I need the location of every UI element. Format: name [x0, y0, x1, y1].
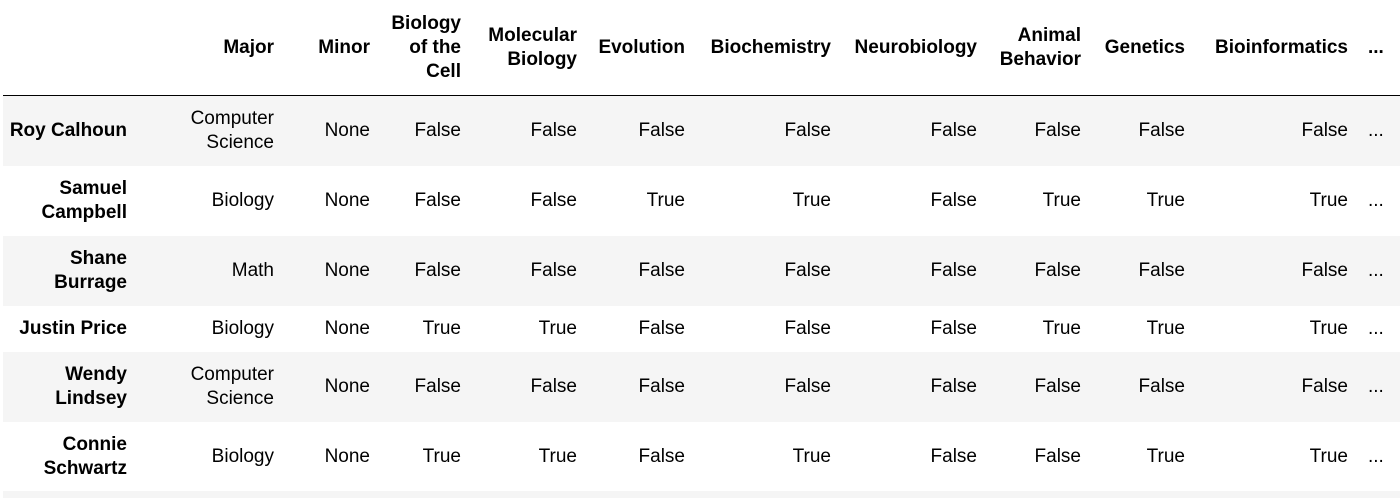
- column-header-major: Major: [137, 0, 284, 96]
- table-cell: None: [324, 445, 370, 467]
- table-cell: False: [1034, 259, 1081, 281]
- table-row: Wendy Lindsey Computer Science None Fals…: [3, 351, 1400, 422]
- table-row: Roy Calhoun Computer Science None False …: [3, 95, 1400, 166]
- table-cell: Biology: [211, 445, 274, 467]
- column-header-bioinformatics: Bioinformatics: [1195, 0, 1358, 96]
- table-cell-truncated: ...: [1368, 445, 1384, 467]
- table-cell: None: [324, 189, 370, 211]
- table-cell: False: [1301, 119, 1348, 141]
- column-header-molecular-biology: Molecular Biology: [471, 0, 587, 96]
- table-cell: False: [930, 445, 977, 467]
- table-cell: Computer Science: [190, 363, 274, 409]
- table-cell: False: [638, 259, 685, 281]
- column-header-truncated: ...: [1358, 0, 1400, 96]
- table-row: Justin Price Biology None True True Fals…: [3, 306, 1400, 352]
- table-cell: False: [414, 375, 461, 397]
- table-cell: False: [530, 259, 577, 281]
- table-cell: False: [784, 119, 831, 141]
- table-cell-truncated: ...: [1368, 317, 1384, 339]
- table-cell: True: [1146, 317, 1185, 339]
- table-cell: True: [792, 445, 831, 467]
- table-cell: True: [646, 189, 685, 211]
- table-cell: False: [1034, 375, 1081, 397]
- table-cell: True: [1309, 445, 1348, 467]
- table-cell: True: [422, 317, 461, 339]
- table-cell: None: [324, 259, 370, 281]
- table-cell: True: [792, 189, 831, 211]
- table-cell: False: [530, 119, 577, 141]
- table-cell: False: [530, 375, 577, 397]
- table-cell: False: [1138, 375, 1185, 397]
- table-cell: True: [1146, 445, 1185, 467]
- table-cell: None: [324, 375, 370, 397]
- table-cell: False: [1301, 375, 1348, 397]
- table-cell: False: [638, 119, 685, 141]
- table-cell: None: [324, 317, 370, 339]
- table-cell: False: [638, 445, 685, 467]
- row-label: Wendy Lindsey: [55, 363, 127, 409]
- table-cell: False: [638, 317, 685, 339]
- table-cell: False: [930, 317, 977, 339]
- column-header-animal-behavior: Animal Behavior: [987, 0, 1091, 96]
- table-cell-truncated: ...: [1368, 259, 1384, 281]
- table-cell: None: [324, 119, 370, 141]
- table-cell: False: [1034, 445, 1081, 467]
- table-cell: False: [784, 375, 831, 397]
- table-cell: False: [1138, 259, 1185, 281]
- table-cell: True: [1309, 189, 1348, 211]
- table-cell: True: [1042, 317, 1081, 339]
- table-cell-truncated: ...: [1368, 375, 1384, 397]
- table-cell-truncated: ...: [1368, 189, 1384, 211]
- index-header: [3, 0, 137, 96]
- table-cell: True: [1309, 317, 1348, 339]
- table-cell: True: [1146, 189, 1185, 211]
- table-row: Connie Schwartz Biology None True True F…: [3, 422, 1400, 492]
- column-header-genetics: Genetics: [1091, 0, 1195, 96]
- table-cell: True: [1042, 189, 1081, 211]
- table-cell: False: [414, 259, 461, 281]
- row-label: Justin Price: [19, 317, 127, 339]
- table-cell: Math: [231, 259, 274, 281]
- table-cell: False: [930, 375, 977, 397]
- student-courses-table: Major Minor Biology of the Cell Molecula…: [3, 0, 1400, 492]
- table-cell: False: [414, 189, 461, 211]
- table-row: Samuel Campbell Biology None False False…: [3, 166, 1400, 236]
- table-cell: False: [930, 189, 977, 211]
- table-cell: Biology: [211, 189, 274, 211]
- table-cell: Computer Science: [190, 107, 274, 153]
- table-cell: True: [538, 317, 577, 339]
- table-cell-truncated: ...: [1368, 119, 1384, 141]
- table-cell: False: [1034, 119, 1081, 141]
- table-cell: False: [930, 119, 977, 141]
- table-cell: False: [530, 189, 577, 211]
- column-header-evolution: Evolution: [587, 0, 695, 96]
- row-label: Connie Schwartz: [43, 433, 127, 479]
- header-row: Major Minor Biology of the Cell Molecula…: [3, 0, 1400, 96]
- table-cell: Biology: [211, 317, 274, 339]
- table-cell: False: [1301, 259, 1348, 281]
- column-header-biology-of-the-cell: Biology of the Cell: [380, 0, 471, 96]
- table-cell: False: [638, 375, 685, 397]
- column-header-minor: Minor: [284, 0, 380, 96]
- table-cell: False: [784, 317, 831, 339]
- row-label: Shane Burrage: [54, 247, 127, 293]
- next-row-partial: [3, 491, 1400, 498]
- table-cell: True: [538, 445, 577, 467]
- table-row: Shane Burrage Math None False False Fals…: [3, 235, 1400, 306]
- table-cell: False: [784, 259, 831, 281]
- table-cell: False: [414, 119, 461, 141]
- table-cell: False: [930, 259, 977, 281]
- table-cell: True: [422, 445, 461, 467]
- row-label: Samuel Campbell: [41, 177, 127, 223]
- row-label: Roy Calhoun: [9, 119, 127, 141]
- table-cell: False: [1138, 119, 1185, 141]
- column-header-biochemistry: Biochemistry: [695, 0, 841, 96]
- column-header-neurobiology: Neurobiology: [841, 0, 987, 96]
